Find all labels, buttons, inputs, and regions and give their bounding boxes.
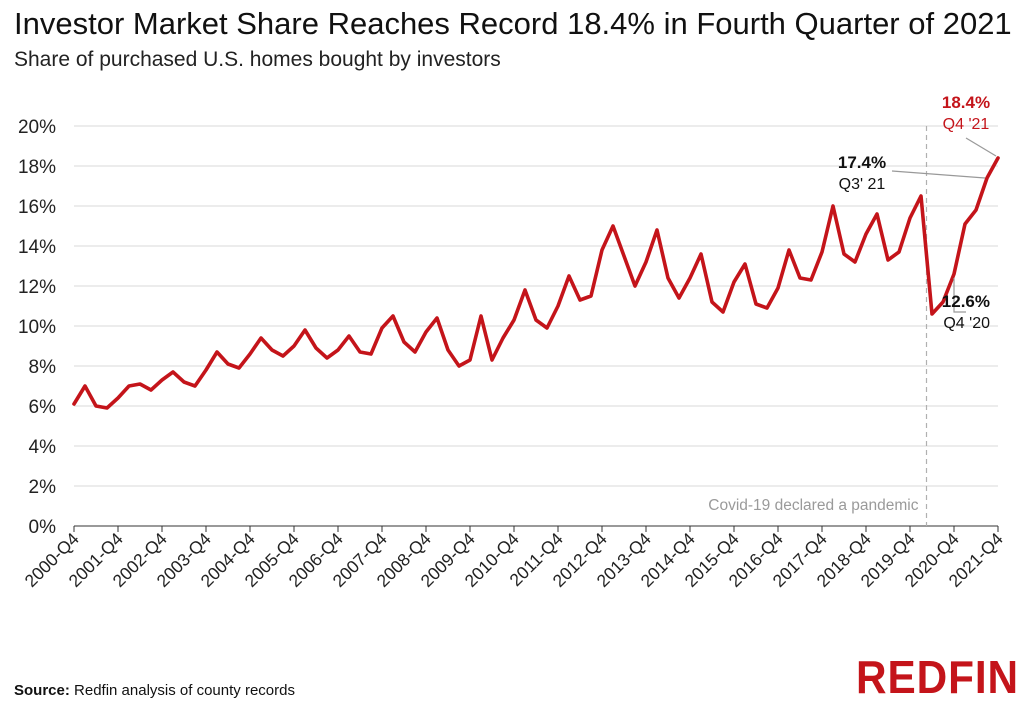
redfin-logo: REDFIN [856, 651, 1020, 703]
chart-title: Investor Market Share Reaches Record 18.… [14, 6, 1012, 41]
y-axis-ticks: 0% 2% 4% 6% 8% 10% 12% 14% 16% 18% 20% [18, 117, 56, 538]
annotation-value: 12.6% [942, 292, 990, 311]
annotation-period: Q4 '21 [943, 116, 990, 133]
annotations: 18.4% Q4 '21 17.4% Q3' 21 12.6% Q4 '20 [838, 93, 997, 332]
y-tick-label: 4% [29, 437, 57, 458]
annotation-period: Q4 '20 [943, 315, 990, 332]
source-text: Redfin analysis of county records [69, 682, 295, 699]
y-tick-label: 0% [29, 517, 57, 538]
y-tick-label: 18% [18, 157, 56, 178]
y-tick-label: 8% [29, 357, 57, 378]
annotation-period: Q3' 21 [839, 176, 886, 193]
chart-subtitle: Share of purchased U.S. homes bought by … [14, 48, 501, 71]
y-tick-label: 14% [18, 237, 56, 258]
x-axis-ticks: 2000-Q42001-Q42002-Q42003-Q42004-Q42005-… [21, 526, 1007, 591]
y-tick-label: 6% [29, 397, 57, 418]
y-tick-label: 20% [18, 117, 56, 138]
line-chart: 0% 2% 4% 6% 8% 10% 12% 14% 16% 18% 20% 2000-Q42001… [18, 93, 1007, 591]
y-tick-label: 16% [18, 197, 56, 218]
source-label: Source: [14, 682, 70, 699]
annotation-leader [965, 137, 997, 157]
annotation-value: 18.4% [942, 93, 990, 112]
series-line [72, 156, 1000, 410]
covid-label: Covid-19 declared a pandemic [708, 497, 918, 514]
covid-marker: Covid-19 declared a pandemic [708, 126, 928, 526]
annotation-value: 17.4% [838, 153, 886, 172]
y-tick-label: 2% [29, 477, 57, 498]
series-investor-share [72, 156, 1000, 410]
y-tick-label: 10% [18, 317, 56, 338]
annotation-leader [953, 278, 966, 313]
y-tick-label: 12% [18, 277, 56, 298]
source-note: Source: Redfin analysis of county record… [14, 682, 295, 699]
annotation-leader [891, 170, 986, 179]
